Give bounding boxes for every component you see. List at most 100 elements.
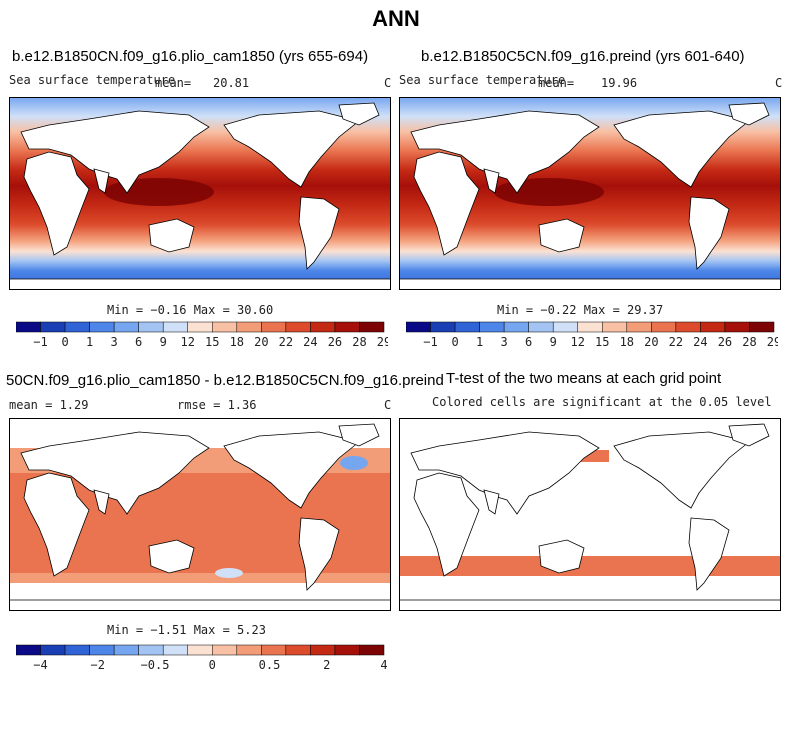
land-mass-2 [483,489,500,515]
land-mass-7 [399,599,781,611]
land-mass-1 [20,110,210,194]
panel3-units: C [384,398,392,412]
panel4-subtitle: Colored cells are significant at the 0.0… [432,395,772,409]
colorbar-swatch [261,321,287,333]
panel2-mean-value: 19.96 [601,76,638,90]
panel2-colorbar: −1 0 1 3 6 9 12 15 18 20 22 24 26 28 29 [406,321,778,349]
colorbar-tick-label: 6 [135,335,142,349]
colorbar-swatch [430,321,456,333]
colorbar-tick-label: 2 [323,658,330,672]
land-mass-5 [298,517,340,591]
land-mass-2 [483,168,500,194]
colorbar-swatch [503,321,529,333]
colorbar-tick-label: 29 [767,335,778,349]
colorbar-tick-label: 6 [525,335,532,349]
land-mass-3 [538,539,585,574]
land-mass-7 [9,278,391,290]
colorbar-swatch [16,644,41,656]
colorbar-tick-label: 26 [718,335,732,349]
colorbar-tick-label: 12 [571,335,585,349]
colorbar-swatch [40,321,66,333]
panel3-minmax: Min = −1.51 Max = 5.23 [107,623,266,637]
panel2-mean-label: mean= [538,76,575,90]
colorbar-swatch [675,321,701,333]
land-mass-6 [728,102,770,126]
land-mass-1 [410,431,600,515]
panel2-units: C [775,76,783,90]
land-mass-5 [298,196,340,270]
land-mass-7 [9,599,391,611]
colorbar-tick-label: −1 [423,335,437,349]
panel1-mean-label: mean= [155,76,192,90]
land-mass-3 [538,218,585,253]
colorbar-tick-label: 15 [595,335,609,349]
panel1-units: C [384,76,392,90]
colorbar-swatch [359,321,385,333]
map-frame [399,418,781,611]
map-frame [9,97,391,290]
land-mass-5 [688,517,730,591]
colorbar-swatch [651,321,677,333]
land-mass-4 [613,431,750,509]
colorbar-swatch [16,321,41,333]
land-mass-4 [613,110,750,188]
colorbar-swatch [285,644,311,656]
colorbar-tick-label: 9 [160,335,167,349]
colorbar-tick-label: 0 [61,335,68,349]
colorbar-tick-label: 12 [181,335,195,349]
colorbar-tick-label: 28 [742,335,756,349]
colorbar-swatch [261,644,287,656]
colorbar-swatch [64,321,90,333]
colorbar-tick-label: 28 [352,335,366,349]
land-mass-4 [223,110,360,188]
cold-anomaly-north-atlantic [340,456,368,470]
colorbar-tick-label: 3 [111,335,118,349]
page-title: ANN [372,6,420,31]
panel3-title: 50CN.f09_g16.plio_cam1850 - b.e12.B1850C… [6,372,444,389]
colorbar-tick-label: 20 [254,335,268,349]
colorbar-swatch [40,644,66,656]
colorbar-swatch [89,644,115,656]
land-mass-6 [728,423,770,447]
land-mass-5 [688,196,730,270]
colorbar-tick-label: −4 [33,658,47,672]
colorbar-tick-label: 1 [476,335,483,349]
panel1-title: b.e12.B1850CN.f09_g16.plio_cam1850 (yrs … [12,48,369,65]
colorbar-swatch [212,321,238,333]
land-mass-4 [223,431,360,509]
panel3-colorbar: −4 −2 −0.5 0 0.5 2 4 [16,644,388,672]
colorbar-tick-label: 22 [279,335,293,349]
land-mass-1 [410,110,600,194]
colorbar-tick-label: 29 [377,335,388,349]
colorbar-tick-label: 24 [303,335,317,349]
colorbar-swatch [212,644,238,656]
colorbar-swatch [187,644,213,656]
land-mass-0 [413,151,480,256]
map-frame [9,418,391,611]
panel1-mean-value: 20.81 [213,76,250,90]
colorbar-tick-label: 26 [328,335,342,349]
cold-anomaly-southern-ocean [215,568,243,578]
land-mass-1 [20,431,210,515]
colorbar-swatch [602,321,628,333]
colorbar-swatch [285,321,311,333]
panel1-minmax: Min = −0.16 Max = 30.60 [107,303,274,317]
colorbar-tick-label: 18 [230,335,244,349]
panel3-rmse: rmse = 1.36 [177,398,257,412]
colorbar-swatch [310,321,336,333]
colorbar-tick-label: 1 [86,335,93,349]
land-mass-7 [399,278,781,290]
colorbar-swatch [454,321,480,333]
colorbar-swatch [162,321,188,333]
colorbar-tick-label: −0.5 [141,658,170,672]
panel2-sst-map [399,97,781,290]
panel4-title: T-test of the two means at each grid poi… [446,370,722,387]
colorbar-tick-label: 9 [550,335,557,349]
panel4-ttest-map [399,418,781,611]
colorbar-swatch [236,321,262,333]
land-mass-6 [338,423,380,447]
colorbar-swatch [406,321,431,333]
colorbar-tick-label: 0.5 [259,658,281,672]
panel2-minmax: Min = −0.22 Max = 29.37 [497,303,664,317]
panel1-sst-map [9,97,391,290]
